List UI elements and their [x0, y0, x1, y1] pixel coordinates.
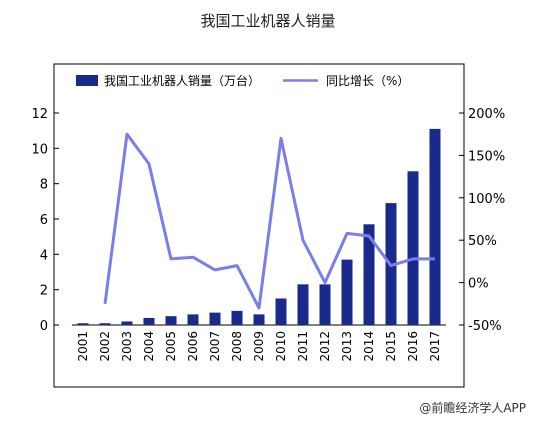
y-left-tick-label: 6	[40, 213, 48, 228]
bar-2003	[121, 321, 133, 325]
source-note: @前瞻经济学人APP	[419, 401, 526, 415]
bar-2006	[187, 314, 199, 325]
x-tick-label: 2005	[164, 331, 178, 362]
legend-label-bar: 我国工业机器人销量（万台）	[104, 73, 260, 88]
bar-2005	[165, 316, 177, 325]
x-tick-label: 2006	[186, 331, 200, 362]
y-right-tick-label: 0%	[468, 277, 489, 292]
x-tick-label: 2007	[208, 331, 222, 362]
bar-2017	[429, 128, 441, 325]
legend: 我国工业机器人销量（万台） 同比增长（%）	[76, 73, 409, 88]
bar-2004	[143, 317, 155, 325]
y-right-tick-label: 50%	[468, 234, 497, 249]
x-tick-label: 2015	[384, 331, 398, 362]
bar-2008	[231, 310, 243, 325]
y-left-tick-label: 4	[40, 248, 48, 263]
y-left-tick-label: 8	[40, 178, 48, 193]
x-tick-label: 2001	[76, 331, 90, 362]
bar-2016	[407, 171, 419, 325]
bars	[77, 128, 441, 325]
legend-label-line: 同比增长（%）	[326, 74, 409, 88]
x-tick-label: 2017	[428, 331, 442, 362]
bar-2001	[77, 323, 89, 325]
y-left-tick-label: 0	[40, 319, 48, 334]
bar-2013	[341, 259, 353, 325]
x-tick-label: 2010	[274, 331, 288, 362]
x-tick-label: 2012	[318, 331, 332, 362]
x-tick-label: 2002	[98, 331, 112, 362]
x-tick-label: 2003	[120, 331, 134, 362]
x-tick-label: 2004	[142, 331, 156, 362]
x-tick-label: 2011	[296, 331, 310, 362]
growth-line	[103, 132, 435, 310]
y-right-tick-label: -50%	[468, 319, 502, 334]
y-left-tick-label: 12	[31, 107, 48, 122]
bar-2009	[253, 314, 265, 325]
y-right-tick-label: 200%	[468, 107, 505, 122]
x-tick-label: 2014	[362, 331, 376, 362]
legend-swatch-bar	[76, 75, 98, 86]
bar-2002	[99, 323, 111, 325]
bar-2010	[275, 298, 287, 325]
page-title: 我国工业机器人销量	[200, 12, 336, 30]
growth-polyline	[103, 132, 435, 310]
y-left-tick-label: 2	[40, 284, 48, 299]
chart-frame	[53, 63, 465, 388]
bar-2014	[363, 224, 375, 325]
y-left-tick-label: 10	[31, 142, 48, 157]
x-tick-label: 2008	[230, 331, 244, 362]
x-tick-label: 2009	[252, 331, 266, 362]
bar-2011	[297, 284, 309, 325]
x-tick-label: 2016	[406, 331, 420, 362]
axes: 0 2 4 6 8 10 12 -50% 0% 50% 100% 150% 200% 2001 2002 20…	[31, 107, 505, 362]
y-right-tick-label: 100%	[468, 192, 505, 207]
y-right-tick-label: 150%	[468, 149, 505, 164]
bar-2007	[209, 312, 221, 325]
x-tick-label: 2013	[340, 331, 354, 362]
bar-2012	[319, 284, 331, 325]
